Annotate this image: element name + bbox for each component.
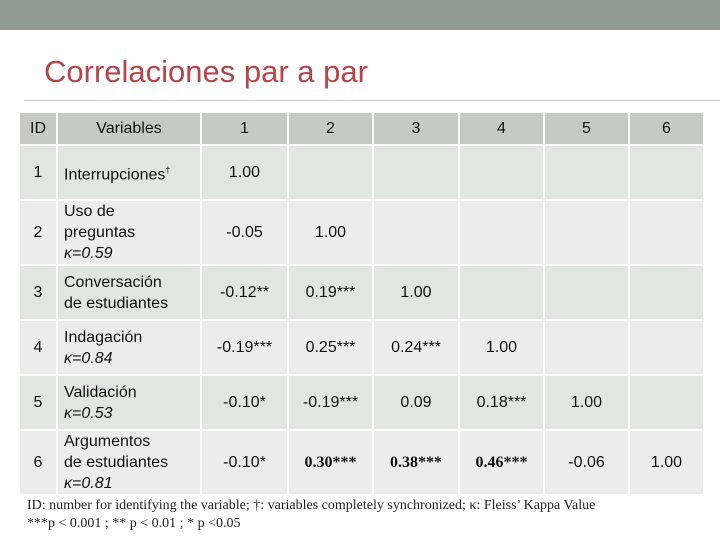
header-cell-3: 3 bbox=[372, 111, 460, 146]
correlation-cell: -0.10* bbox=[200, 374, 289, 431]
row-id: 4 bbox=[18, 319, 58, 376]
variable-name: Interrupciones† bbox=[56, 144, 202, 201]
header-cell-variables: Variables bbox=[56, 111, 202, 146]
correlation-cell: 0.38*** bbox=[372, 429, 460, 496]
correlation-cell bbox=[628, 144, 705, 201]
correlation-cell: 0.18*** bbox=[458, 374, 545, 431]
table-footnote-significance: ***p < 0.001 ; ** p < 0.01 ; * p <0.05 bbox=[27, 516, 241, 531]
row-id: 1 bbox=[18, 144, 58, 201]
row-id: 5 bbox=[18, 374, 58, 431]
correlation-cell bbox=[372, 144, 460, 201]
row-id: 2 bbox=[18, 199, 58, 266]
correlation-cell bbox=[287, 144, 374, 201]
correlation-cell: 1.00 bbox=[628, 429, 705, 496]
correlation-cell: -0.19*** bbox=[287, 374, 374, 431]
header-cell-5: 5 bbox=[543, 111, 630, 146]
correlation-cell bbox=[458, 144, 545, 201]
correlation-cell bbox=[372, 199, 460, 266]
top-bar bbox=[0, 0, 720, 30]
dagger-mark: † bbox=[165, 164, 171, 175]
kappa-value: κ=0.53 bbox=[64, 404, 113, 422]
correlation-cell: 0.19*** bbox=[287, 264, 374, 321]
header-cell-id: ID bbox=[18, 111, 58, 146]
slide-title: Correlaciones par a par bbox=[44, 54, 368, 89]
variable-name: Argumentos de estudiantes κ=0.81 bbox=[56, 429, 202, 496]
correlation-cell: 0.09 bbox=[372, 374, 460, 431]
variable-name: Indagación κ=0.84 bbox=[56, 319, 202, 376]
table-row: 3 Conversación de estudiantes -0.12** 0.… bbox=[18, 264, 705, 321]
title-divider bbox=[24, 100, 720, 101]
correlation-cell: 1.00 bbox=[287, 199, 374, 266]
header-cell-1: 1 bbox=[200, 111, 289, 146]
variable-name: Conversación de estudiantes bbox=[56, 264, 202, 321]
header-cell-4: 4 bbox=[458, 111, 545, 146]
header-cell-6: 6 bbox=[628, 111, 705, 146]
correlation-cell bbox=[458, 199, 545, 266]
correlation-cell: -0.12** bbox=[200, 264, 289, 321]
correlation-cell: 1.00 bbox=[543, 374, 630, 431]
correlation-cell: 0.30*** bbox=[287, 429, 374, 496]
variable-name: Validación κ=0.53 bbox=[56, 374, 202, 431]
table-footnote-legend: ID: number for identifying the variable;… bbox=[27, 498, 596, 513]
correlation-cell: 1.00 bbox=[372, 264, 460, 321]
row-id: 3 bbox=[18, 264, 58, 321]
correlation-cell bbox=[628, 199, 705, 266]
correlation-cell bbox=[543, 199, 630, 266]
table-row: 5 Validación κ=0.53 -0.10* -0.19*** 0.09… bbox=[18, 374, 705, 431]
kappa-value: κ=0.84 bbox=[64, 349, 113, 367]
correlation-cell bbox=[628, 374, 705, 431]
table-row: 2 Uso de preguntas κ=0.59 -0.05 1.00 bbox=[18, 199, 705, 266]
correlation-cell: -0.05 bbox=[200, 199, 289, 266]
correlation-cell bbox=[628, 264, 705, 321]
correlation-cell: 0.24*** bbox=[372, 319, 460, 376]
table-header-row: ID Variables 1 2 3 4 5 6 bbox=[18, 111, 705, 146]
correlation-cell: 0.25*** bbox=[287, 319, 374, 376]
correlation-cell bbox=[628, 319, 705, 376]
table-row: 4 Indagación κ=0.84 -0.19*** 0.25*** 0.2… bbox=[18, 319, 705, 376]
row-id: 6 bbox=[18, 429, 58, 496]
correlation-table: ID Variables 1 2 3 4 5 6 1 Interrupcione… bbox=[18, 111, 705, 496]
header-cell-2: 2 bbox=[287, 111, 374, 146]
correlation-cell: 1.00 bbox=[458, 319, 545, 376]
correlation-cell bbox=[458, 264, 545, 321]
correlation-cell bbox=[543, 264, 630, 321]
variable-name: Uso de preguntas κ=0.59 bbox=[56, 199, 202, 266]
correlation-cell: -0.19*** bbox=[200, 319, 289, 376]
kappa-value: κ=0.81 bbox=[64, 475, 113, 492]
correlation-cell: -0.10* bbox=[200, 429, 289, 496]
correlation-cell: -0.06 bbox=[543, 429, 630, 496]
kappa-value: κ=0.59 bbox=[64, 245, 113, 262]
correlation-cell: 1.00 bbox=[200, 144, 289, 201]
correlation-cell: 0.46*** bbox=[458, 429, 545, 496]
table-row: 1 Interrupciones† 1.00 bbox=[18, 144, 705, 201]
table-row: 6 Argumentos de estudiantes κ=0.81 -0.10… bbox=[18, 429, 705, 496]
correlation-cell bbox=[543, 319, 630, 376]
correlation-cell bbox=[543, 144, 630, 201]
